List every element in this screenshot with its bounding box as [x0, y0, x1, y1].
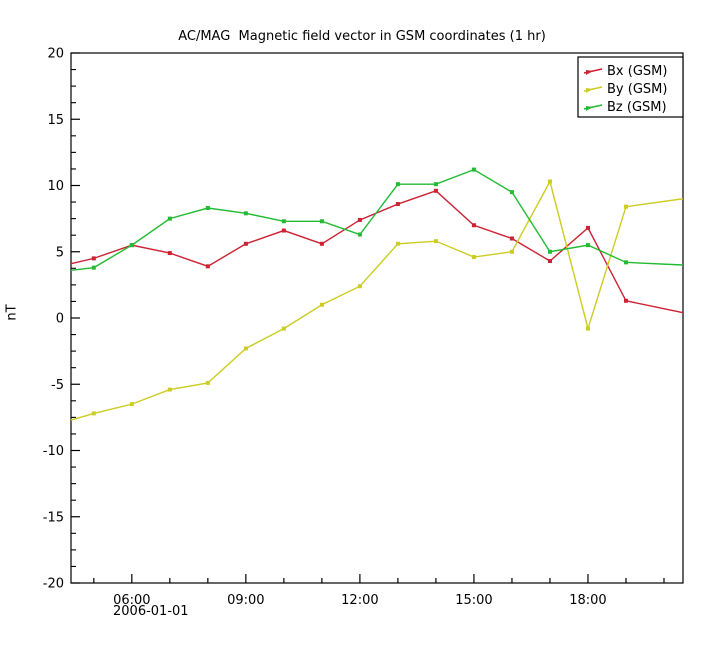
x-tick-label: 18:00	[569, 593, 606, 608]
data-point-marker	[433, 188, 438, 193]
chart-legend: Bx (GSM) By (GSM) Bz (GSM)	[577, 56, 684, 118]
x-tick-label: 09:00	[227, 593, 264, 608]
legend-arrow-icon	[586, 70, 593, 75]
legend-label: Bx (GSM)	[607, 64, 667, 79]
data-point-marker	[395, 182, 400, 187]
y-tick-label: -10	[43, 444, 64, 459]
data-point-marker	[395, 241, 400, 246]
data-point-marker	[243, 346, 248, 351]
data-point-marker	[319, 241, 324, 246]
data-point-marker	[585, 243, 590, 248]
y-axis-ticks: 20 15 10 5 0 -5 -10 -15 -20	[43, 47, 80, 592]
data-point-marker	[547, 259, 552, 264]
data-point-marker	[623, 204, 628, 209]
data-point-marker	[129, 402, 134, 407]
legend-arrow-icon	[586, 106, 593, 111]
data-point-marker	[91, 411, 96, 416]
y-tick-label: -5	[51, 378, 64, 393]
data-point-marker	[547, 179, 552, 184]
data-point-marker	[91, 265, 96, 270]
y-tick-label: 20	[47, 47, 64, 62]
legend-item[interactable]: Bx (GSM)	[583, 64, 667, 79]
x-tick-label: 12:00	[341, 593, 378, 608]
y-tick-label: -20	[43, 577, 64, 592]
y-tick-label: -15	[43, 510, 64, 525]
data-point-marker	[167, 387, 172, 392]
x-axis-ticks: 06:00 09:00 12:00 15:00 18:00	[93, 574, 665, 608]
data-point-marker	[357, 217, 362, 222]
data-point-marker	[585, 225, 590, 230]
data-point-marker	[129, 243, 134, 248]
y-tick-label: 10	[47, 179, 64, 194]
data-point-marker	[509, 249, 514, 254]
series-line	[70, 168, 684, 271]
data-point-marker	[433, 239, 438, 244]
data-point-marker	[281, 326, 286, 331]
data-point-marker	[585, 326, 590, 331]
data-point-marker	[167, 216, 172, 221]
data-point-marker	[357, 284, 362, 289]
data-point-marker	[471, 255, 476, 260]
data-series-layer	[70, 167, 684, 421]
data-point-marker	[91, 256, 96, 261]
data-point-marker	[205, 206, 210, 211]
y-tick-label: 0	[56, 312, 64, 327]
series-by	[70, 179, 684, 421]
data-point-marker	[319, 302, 324, 307]
legend-label: Bz (GSM)	[607, 100, 667, 115]
data-point-marker	[205, 380, 210, 385]
data-point-marker	[205, 264, 210, 269]
data-point-marker	[167, 251, 172, 256]
series-line	[70, 190, 684, 314]
data-point-marker	[509, 236, 514, 241]
legend-item[interactable]: Bz (GSM)	[583, 100, 667, 115]
x-axis-date-label: 2006-01-01	[113, 604, 189, 619]
data-point-marker	[281, 219, 286, 224]
data-point-marker	[395, 202, 400, 207]
data-point-marker	[623, 260, 628, 265]
y-tick-label: 15	[47, 113, 64, 128]
legend-arrow-icon	[586, 88, 593, 93]
data-point-marker	[509, 190, 514, 195]
data-point-marker	[243, 211, 248, 216]
series-line	[70, 179, 684, 421]
data-point-marker	[547, 249, 552, 254]
data-point-marker	[357, 232, 362, 237]
data-point-marker	[243, 241, 248, 246]
data-point-marker	[433, 182, 438, 187]
data-point-marker	[471, 223, 476, 228]
data-point-marker	[319, 219, 324, 224]
legend-item[interactable]: By (GSM)	[583, 82, 667, 97]
x-tick-label: 06:00	[113, 593, 150, 608]
legend-label: By (GSM)	[607, 82, 667, 97]
series-bx	[70, 188, 684, 314]
y-tick-label: 5	[56, 245, 64, 260]
data-point-marker	[281, 228, 286, 233]
data-point-marker	[623, 298, 628, 303]
data-point-marker	[471, 167, 476, 172]
series-bz	[70, 167, 684, 271]
chart-title: AC/MAG Magnetic field vector in GSM coor…	[178, 29, 546, 44]
x-tick-label: 15:00	[455, 593, 492, 608]
y-axis-label: nT	[4, 304, 20, 321]
